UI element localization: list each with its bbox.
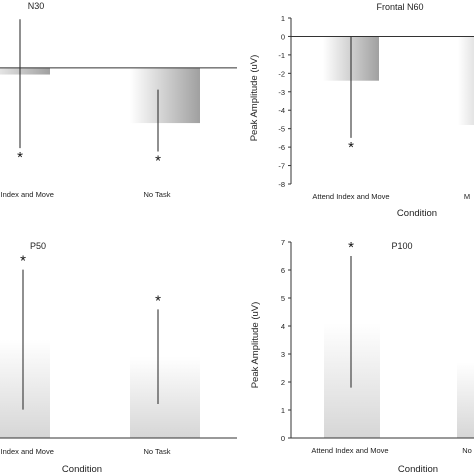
y-tick-label: 0 [281, 32, 285, 41]
bar [324, 323, 380, 438]
y-tick-label: -6 [278, 143, 285, 152]
x-axis-label: Condition [62, 464, 102, 474]
bar [458, 36, 474, 125]
category-label: M [464, 192, 470, 201]
bar [0, 67, 50, 75]
y-tick-label: 4 [281, 322, 285, 331]
chart-n30: N30 * * nd Index and Move No Task [0, 1, 237, 199]
chart-title: P100 [391, 241, 412, 251]
x-axis-label: Condition [398, 464, 438, 474]
chart-p100: P100 Peak Amplitude (uV) * 7 6 5 4 3 2 1 0 Atte… [250, 238, 474, 474]
chart-p50: P50 * * nd Index and Move No Task Conditi… [0, 241, 237, 474]
category-label: No Task [144, 447, 171, 456]
y-axis-label: Peak Amplitude (uV) [249, 55, 260, 142]
y-tick-label: -1 [278, 51, 285, 60]
category-label: Attend Index and Move [312, 192, 389, 201]
y-tick-label: 0 [281, 434, 285, 443]
bar [130, 67, 200, 124]
y-tick-label: -4 [278, 106, 285, 115]
category-label: No [462, 446, 472, 455]
significance-marker: * [155, 292, 161, 309]
category-label: nd Index and Move [0, 190, 54, 199]
y-tick-label: -8 [278, 180, 285, 189]
y-tick-label: 5 [281, 294, 285, 303]
significance-marker: * [348, 239, 354, 256]
y-tick-label: -5 [278, 125, 285, 134]
significance-marker: * [20, 253, 26, 270]
category-label: Attend Index and Move [311, 446, 388, 455]
chart-title: Frontal N60 [376, 2, 423, 12]
chart-frontal-n60: Frontal N60 Peak Amplitude (uV) * 1 0 -1 -2… [249, 2, 474, 219]
chart-title: P50 [30, 241, 46, 251]
significance-marker: * [155, 153, 161, 170]
y-tick-label: 1 [281, 406, 285, 415]
y-tick-label: -7 [278, 162, 285, 171]
bar [130, 356, 200, 438]
y-tick-label: 2 [281, 378, 285, 387]
bar [0, 339, 50, 438]
bar [457, 362, 474, 438]
y-tick-label: 6 [281, 266, 285, 275]
y-tick-label: 1 [281, 14, 285, 23]
y-tick-label: 7 [281, 238, 285, 247]
category-label: No Task [144, 190, 171, 199]
y-tick-label: -3 [278, 88, 285, 97]
x-axis-label: Condition [397, 208, 437, 219]
y-tick-label: -2 [278, 69, 285, 78]
y-axis-label: Peak Amplitude (uV) [250, 302, 261, 389]
significance-marker: * [17, 149, 23, 166]
chart-title: N30 [28, 1, 45, 11]
significance-marker: * [348, 139, 354, 156]
category-label: nd Index and Move [0, 447, 54, 456]
y-tick-label: 3 [281, 350, 285, 359]
